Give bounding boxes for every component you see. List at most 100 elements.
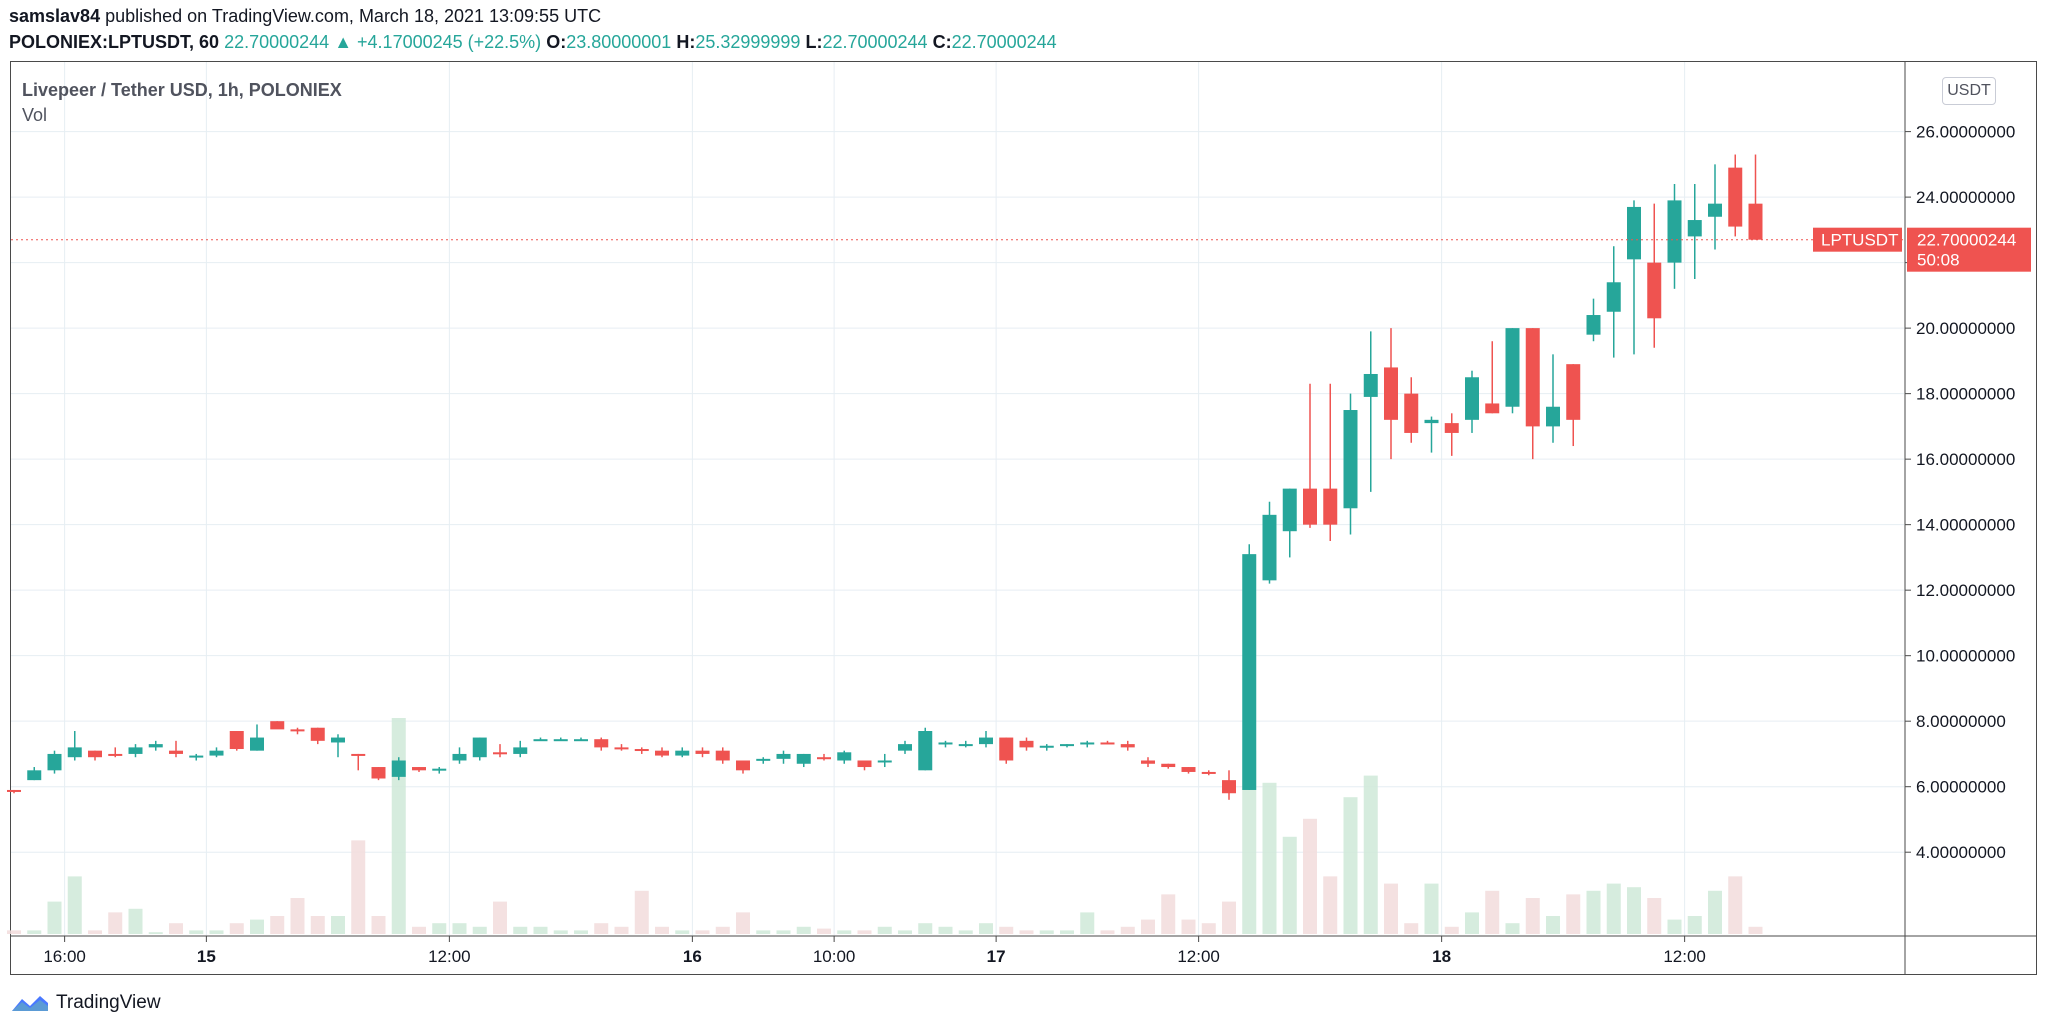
time-tick-label: 16:00 [43, 947, 86, 966]
candle [1060, 744, 1074, 748]
candle-body [209, 750, 224, 756]
candle-body [1444, 423, 1459, 433]
candle-body [47, 753, 62, 771]
candle [634, 747, 649, 754]
candle-body [1687, 220, 1702, 237]
price-tick-label: 16.00000000 [1916, 450, 2015, 469]
tradingview-logo-icon [12, 996, 48, 1011]
volume-bar [918, 923, 933, 934]
candle-body [270, 721, 285, 730]
candle-body [817, 757, 831, 760]
price-tick-label: 26.00000000 [1916, 123, 2015, 142]
volume-bar [128, 908, 143, 934]
volume-bar [1525, 898, 1540, 934]
volume-bar [1080, 912, 1095, 934]
candle-body [1242, 554, 1257, 790]
high-value: 25.32999999 [695, 32, 801, 52]
chart-frame[interactable] [10, 61, 2037, 975]
candle [310, 727, 325, 745]
candle [1485, 341, 1500, 414]
candle-body [1465, 377, 1479, 420]
candle-body [796, 753, 811, 764]
candle-body [594, 739, 609, 748]
symbol-info-line: POLONIEX:LPTUSDT, 60 22.70000244 ▲ +4.17… [9, 32, 1057, 53]
candle-body [1262, 514, 1277, 581]
candle-body [1363, 373, 1378, 397]
candle [1384, 328, 1398, 460]
grid-lines [11, 62, 2036, 975]
volume-bar [1100, 930, 1115, 934]
candle [88, 750, 102, 761]
candle-body [695, 750, 710, 754]
candle [1019, 737, 1034, 751]
candle [918, 727, 933, 771]
price-tick-label: 24.00000000 [1916, 188, 2015, 207]
candle-body [1525, 328, 1540, 427]
volume-bar [1019, 930, 1034, 934]
candle-body [574, 739, 588, 742]
volume-bar [898, 930, 912, 934]
candle-body [67, 747, 82, 758]
candle-body [857, 760, 872, 768]
candle [189, 753, 204, 761]
candle-body [675, 750, 690, 756]
candle [1120, 740, 1135, 751]
volume-bar [958, 930, 973, 934]
price-tag: LPTUSDT 22.70000244 50:08 [1813, 227, 2031, 272]
brand-name: TradingView [56, 992, 161, 1013]
candle [1201, 770, 1216, 776]
candle [1242, 544, 1257, 790]
candle [169, 740, 183, 758]
volume-bar [27, 930, 42, 934]
candle [1728, 154, 1743, 237]
candle-body [1424, 419, 1439, 424]
volume-bar [1708, 890, 1722, 934]
candle-body [229, 731, 244, 750]
price-tag-symbol-bg [1813, 227, 1902, 252]
candle-body [1282, 488, 1297, 532]
candle [1262, 501, 1277, 584]
tradingview-logo[interactable]: TradingView [10, 992, 161, 1014]
candle-body [553, 739, 568, 742]
candle-body [1060, 744, 1074, 747]
candle [1424, 416, 1439, 453]
candle [331, 734, 345, 758]
price-tick-label: 8.00000000 [1916, 712, 2006, 731]
volume-bar [270, 916, 285, 934]
candle [776, 750, 791, 764]
candle-body [169, 750, 183, 754]
time-tick-label: 12:00 [1663, 947, 1706, 966]
volume-bar [351, 840, 366, 934]
candle [958, 740, 973, 748]
candle-body [1627, 206, 1641, 260]
volume-bar [1242, 750, 1257, 934]
volume-bar [1404, 923, 1419, 934]
candle-body [1222, 780, 1236, 794]
candle-body [715, 750, 730, 761]
volume-bar [776, 930, 791, 934]
close-label: C: [932, 32, 952, 52]
price-tick-label: 14.00000000 [1916, 516, 2015, 535]
currency-button[interactable]: USDT [1942, 77, 1996, 105]
candle [1303, 383, 1317, 528]
candle-body [27, 770, 42, 781]
candle [817, 753, 831, 761]
volume-bar [148, 932, 163, 934]
volume-bar [1546, 916, 1560, 934]
volume-bar [594, 923, 609, 934]
candle-body [1080, 742, 1095, 745]
candle [1039, 744, 1054, 751]
price-tick-label: 20.00000000 [1916, 319, 2015, 338]
volume-bar [1667, 919, 1682, 934]
candle [1586, 298, 1601, 342]
volume-bar [412, 926, 426, 934]
author-name[interactable]: samslav84 [9, 6, 101, 26]
candle [27, 767, 42, 781]
candle-body [1161, 763, 1176, 768]
candle [675, 747, 690, 758]
candle-body [655, 750, 669, 756]
candle [1748, 154, 1763, 240]
candle [1525, 328, 1540, 460]
candle-body [1546, 406, 1560, 427]
